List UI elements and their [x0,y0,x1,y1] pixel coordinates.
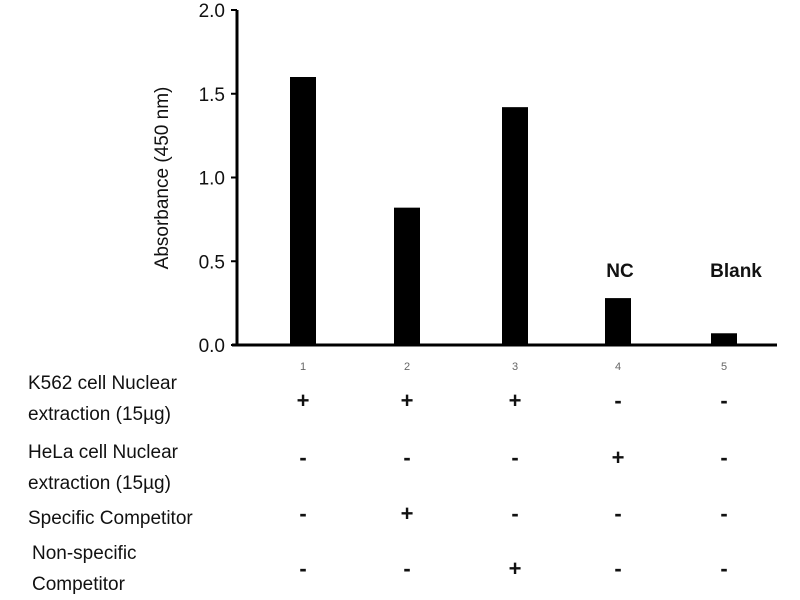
condition-label: Specific Competitor [28,503,193,534]
condition-label: HeLa cell Nuclear extraction (15µg) [28,437,178,499]
minus-sign: - [403,445,411,470]
minus-sign: - [299,445,307,470]
x-tick-label: 5 [721,361,727,373]
condition-label: K562 cell Nuclear extraction (15µg) [28,368,177,430]
bar-4 [605,298,631,345]
plus-sign: + [296,388,310,413]
x-tick-label: 4 [615,361,621,373]
condition-label-line: Non-specific [32,543,137,564]
x-tick-label: 1 [300,361,306,373]
condition-label-line: Specific Competitor [28,508,193,529]
condition-label-line: extraction (15µg) [28,473,171,494]
bar-annotation: NC [606,261,634,282]
x-tick-label: 3 [512,361,518,373]
minus-sign: - [614,501,622,526]
plus-sign: + [508,556,522,581]
plus-sign: + [508,388,522,413]
y-tick-label: 2.0 [199,1,225,22]
minus-sign: - [299,556,307,581]
y-axis-label: Absorbance (450 nm) [152,87,173,270]
y-tick-label: 0.5 [199,252,225,273]
x-tick-label: 2 [404,361,410,373]
minus-sign: - [614,556,622,581]
minus-sign: - [720,388,728,413]
bar-5 [711,333,737,345]
y-tick-label: 1.0 [199,169,225,190]
minus-sign: - [614,388,622,413]
minus-sign: - [720,501,728,526]
plus-sign: + [611,445,625,470]
minus-sign: - [720,556,728,581]
minus-sign: - [720,445,728,470]
bar-annotation: Blank [710,261,762,282]
minus-sign: - [403,556,411,581]
y-tick-label: 1.5 [199,85,225,106]
minus-sign: - [299,501,307,526]
condition-label-line: HeLa cell Nuclear [28,442,178,463]
y-tick-label: 0.0 [199,336,225,357]
condition-label-line: K562 cell Nuclear [28,373,177,394]
plus-sign: + [400,388,414,413]
minus-sign: - [511,501,519,526]
bar-1 [290,77,316,345]
condition-label-line: Competitor [32,574,125,595]
plus-sign: + [400,501,414,526]
bar-2 [394,207,420,345]
condition-label-line: extraction (15µg) [28,404,171,425]
condition-label: Non-specific Competitor [32,538,137,600]
bar-3 [502,107,528,346]
minus-sign: - [511,445,519,470]
